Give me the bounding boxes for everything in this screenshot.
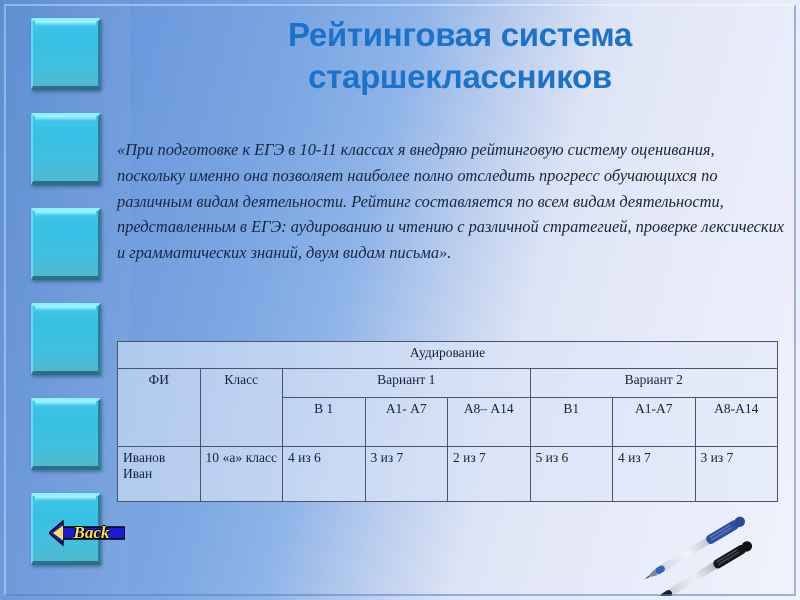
sidebar-item-1[interactable] [31, 18, 101, 90]
table-subheader-v1-a8-a14: А8– А14 [447, 397, 531, 447]
table-subheader-v2-b1: В1 [529, 397, 613, 447]
pen-blue [644, 516, 745, 580]
pen-black [651, 541, 753, 596]
table-header-klass: Класс [199, 368, 283, 447]
table-cell-v2-a8-a14: 3 из 7 [694, 446, 778, 502]
table-row-sub-headers: В 1 А1- А7 А8– А14 В1 А1-А7 А8-А14 [118, 397, 778, 447]
table-header-fi: ФИ [117, 368, 201, 447]
table-header-variant-1: Вариант 1 [282, 368, 531, 398]
sidebar-item-2[interactable] [31, 113, 101, 185]
sidebar-item-3[interactable] [31, 208, 101, 280]
table-cell-v2-a1-a7: 4 из 7 [612, 446, 696, 502]
table-cell-v2-b1: 5 из 6 [529, 446, 613, 502]
table-row-section-title: Аудирование [117, 341, 778, 369]
table-section-title: Аудирование [117, 341, 778, 369]
page-title: Рейтинговая система старшеклассников [287, 16, 632, 96]
table-cell-klass: 10 «а» класс [199, 446, 283, 502]
table-subheader-v1-a1-a7: А1- А7 [364, 397, 448, 447]
two-pens-image [644, 516, 753, 596]
table-subheader-v2-a8-a14: А8-А14 [694, 397, 778, 447]
grades-table: Аудирование ФИ Класс Вариант 1 Вариант 2… [117, 341, 778, 502]
table-row-group-headers: ФИ Класс Вариант 1 Вариант 2 [117, 368, 778, 447]
sidebar-item-back[interactable]: Back [31, 493, 126, 565]
back-button-label: Back [73, 523, 110, 542]
table-cell-fi: Иванов Иван [117, 446, 201, 502]
table-header-variant-2: Вариант 2 [529, 368, 778, 398]
back-button[interactable]: Back [47, 519, 126, 547]
sidebar-item-4[interactable] [31, 303, 101, 375]
table-cell-v1-a8-a14: 2 из 7 [447, 446, 531, 502]
sidebar-item-5[interactable] [31, 398, 101, 470]
table-row: Иванов Иван 10 «а» класс 4 из 6 3 из 7 2… [117, 446, 778, 502]
table-cell-v1-b1: 4 из 6 [282, 446, 366, 502]
table-cell-v1-a1-a7: 3 из 7 [364, 446, 448, 502]
body-paragraph: «При подготовке к ЕГЭ в 10-11 классах я … [117, 140, 785, 263]
table-subheader-v1-b1: В 1 [282, 397, 366, 447]
table-subheader-v2-a1-a7: А1-А7 [612, 397, 696, 447]
